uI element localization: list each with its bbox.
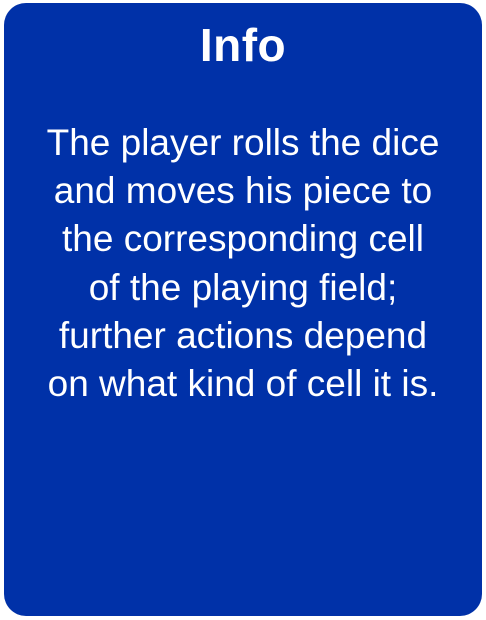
info-card: Info The player rolls the dice and moves… bbox=[4, 3, 482, 616]
card-title: Info bbox=[199, 19, 287, 71]
card-body-text: The player rolls the dice and moves his … bbox=[46, 122, 440, 405]
